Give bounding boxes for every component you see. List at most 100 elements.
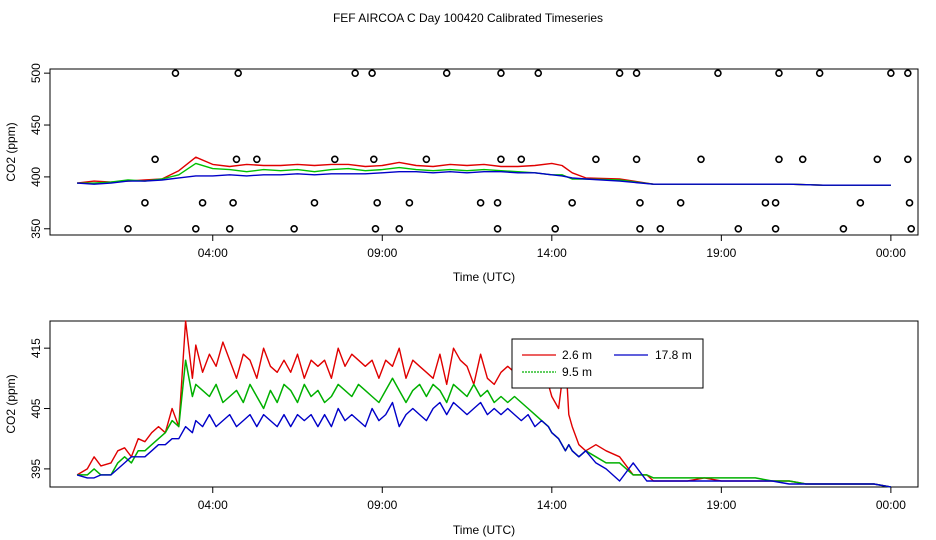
x-tick-label: 04:00	[198, 246, 228, 260]
x-tick-label: 14:00	[537, 498, 567, 512]
calibration-point	[636, 199, 644, 207]
x-tick-label: 04:00	[198, 498, 228, 512]
calibration-point	[907, 224, 916, 233]
y-axis-label-bottom: CO2 (ppm)	[4, 374, 18, 433]
y-tick-label: 395	[29, 459, 43, 479]
y-tick-label: 400	[29, 167, 43, 187]
calibration-point	[697, 155, 705, 164]
calibration-point	[551, 224, 560, 233]
series-line-2-6-m	[76, 320, 892, 488]
calibration-point	[815, 69, 824, 77]
calibration-point	[234, 69, 242, 77]
panel-top: 350 400 450 500 04:00 09:00 14:00 19:00 00:00 T…	[4, 63, 919, 284]
calibration-point	[856, 199, 865, 207]
calibration-point	[497, 155, 505, 164]
calibration-point	[371, 224, 380, 233]
calibration-point	[839, 224, 848, 233]
series-lines-bottom	[76, 320, 892, 488]
legend-label-9-5m: 9.5 m	[562, 365, 592, 379]
calibration-point	[517, 155, 526, 164]
x-axis-top: 04:00 09:00 14:00 19:00 00:00	[198, 234, 906, 260]
calibration-point	[615, 69, 624, 77]
calibration-point	[151, 155, 159, 164]
series-line-17-8-m	[76, 401, 892, 488]
calibration-point	[656, 224, 665, 233]
calibration-point	[290, 224, 298, 233]
x-axis-label-top: Time (UTC)	[453, 270, 515, 284]
calibration-point	[253, 155, 261, 164]
calibration-point	[124, 224, 132, 233]
calibration-point	[873, 155, 882, 164]
y-tick-label: 405	[29, 398, 43, 418]
y-tick-label: 415	[29, 338, 43, 358]
calibration-point	[229, 199, 237, 207]
calibration-point	[497, 69, 505, 77]
y-tick-label: 450	[29, 115, 43, 135]
calibration-point	[476, 199, 485, 207]
y-axis-bottom: 395 405 415	[29, 338, 50, 479]
calibration-point	[493, 224, 502, 233]
calibration-point	[761, 199, 770, 207]
panel-bottom: 395 405 415 04:00 09:00 14:00 19:00 00:00 Time…	[4, 320, 919, 537]
y-tick-label: 350	[29, 218, 43, 238]
legend: 2.6 m 17.8 m 9.5 m	[511, 338, 704, 389]
series-line-17-8-m	[77, 170, 891, 186]
x-tick-label: 09:00	[367, 246, 397, 260]
calibration-point	[198, 199, 207, 207]
calibration-point	[676, 199, 685, 207]
calibration-point	[141, 199, 149, 207]
calibration-point	[310, 199, 319, 207]
x-tick-label: 00:00	[876, 498, 906, 512]
calibration-point	[798, 155, 807, 164]
x-axis-bottom: 04:00 09:00 14:00 19:00 00:00	[198, 486, 906, 512]
x-tick-label: 19:00	[706, 246, 736, 260]
legend-label-2-6m: 2.6 m	[562, 348, 592, 362]
y-tick-label: 500	[29, 63, 43, 83]
x-tick-label: 09:00	[367, 498, 397, 512]
calibration-point	[771, 199, 780, 207]
calibration-point	[422, 155, 431, 164]
y-axis-label-top: CO2 (ppm)	[4, 122, 18, 181]
calibration-point	[351, 69, 359, 77]
series-line-9-5-m	[77, 359, 892, 488]
calibration-point	[568, 199, 576, 207]
calibration-points	[124, 69, 916, 233]
calibration-point	[232, 155, 241, 164]
series-lines-top	[77, 156, 891, 186]
x-axis-label-bottom: Time (UTC)	[453, 523, 515, 537]
calibration-point	[534, 69, 543, 77]
calibration-point	[370, 155, 378, 164]
calibration-point	[395, 224, 404, 233]
calibration-point	[171, 69, 180, 77]
calibration-point	[632, 155, 641, 164]
legend-label-17-8m: 17.8 m	[655, 348, 692, 362]
calibration-point	[442, 69, 451, 77]
calibration-point	[714, 69, 722, 77]
calibration-point	[904, 69, 912, 77]
calibration-point	[191, 224, 200, 233]
x-tick-label: 00:00	[876, 246, 906, 260]
calibration-point	[493, 199, 502, 207]
legend-box	[511, 338, 704, 389]
calibration-point	[405, 199, 414, 207]
series-line-9-5-m	[77, 162, 891, 186]
x-tick-label: 14:00	[537, 246, 567, 260]
calibration-point	[775, 69, 783, 77]
calibration-point	[905, 199, 914, 207]
calibration-point	[225, 224, 234, 233]
calibration-point	[331, 155, 339, 164]
calibration-point	[775, 155, 783, 164]
figure-title: FEF AIRCOA C Day 100420 Calibrated Times…	[333, 11, 603, 25]
calibration-point	[771, 224, 780, 233]
calibration-point	[636, 224, 644, 233]
calibration-point	[373, 199, 381, 207]
calibration-point	[592, 155, 600, 164]
plot-frame-top	[49, 68, 919, 236]
calibration-point	[887, 69, 895, 77]
calibration-point	[734, 224, 743, 233]
calibration-point	[904, 155, 912, 164]
calibration-point	[368, 69, 376, 77]
x-tick-label: 19:00	[706, 498, 736, 512]
y-axis-top: 350 400 450 500	[29, 63, 50, 239]
